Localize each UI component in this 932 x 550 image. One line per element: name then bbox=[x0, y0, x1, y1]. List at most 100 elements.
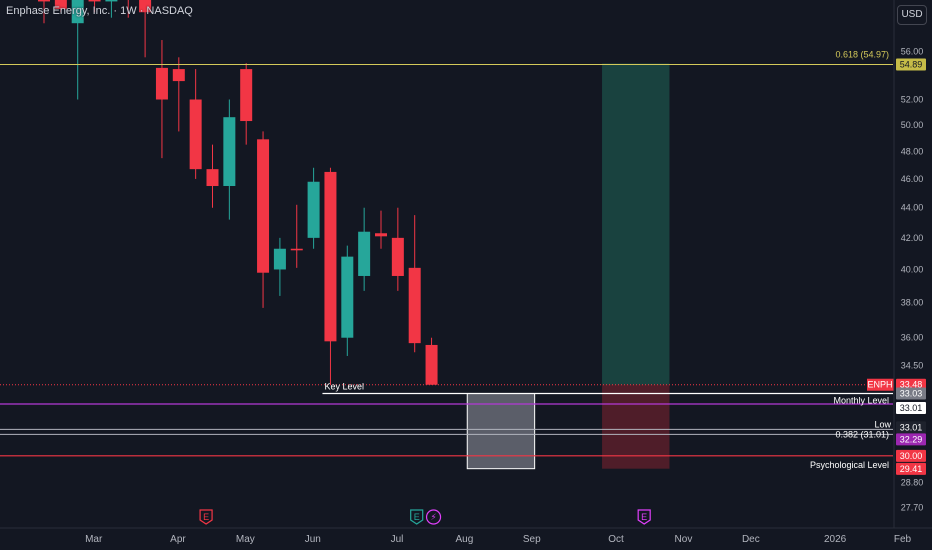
candle bbox=[155, 40, 168, 159]
y-tick-label: 52.00 bbox=[901, 95, 924, 105]
candle-body bbox=[273, 248, 286, 270]
low-label: Low bbox=[874, 419, 891, 429]
candle bbox=[240, 63, 253, 145]
candle-body bbox=[88, 0, 101, 2]
x-tick-label: 2026 bbox=[824, 534, 847, 545]
candle-body bbox=[155, 67, 168, 100]
candle bbox=[127, 0, 129, 18]
psychological-level-tag-label: 30.00 bbox=[900, 451, 923, 461]
candle-body bbox=[341, 256, 354, 338]
key-level-label: Key Level bbox=[324, 381, 364, 391]
candle bbox=[358, 207, 371, 291]
candle bbox=[38, 0, 50, 24]
y-tick-label: 48.00 bbox=[901, 146, 924, 156]
svg-text:E: E bbox=[203, 512, 209, 522]
candle bbox=[189, 69, 202, 179]
candle-body bbox=[391, 237, 404, 276]
candle-body bbox=[257, 139, 270, 273]
x-tick-label: Jun bbox=[305, 534, 321, 545]
candle-body bbox=[307, 181, 320, 238]
candle-body bbox=[290, 248, 303, 251]
psychological-level-2-tag-label: 29.41 bbox=[900, 464, 923, 474]
candle bbox=[88, 0, 101, 13]
fib-0382-tag-label: 32.29 bbox=[900, 434, 923, 444]
candle-body bbox=[172, 69, 185, 82]
candle-body bbox=[105, 0, 118, 2]
x-tick-label: Sep bbox=[523, 534, 541, 545]
candle-body bbox=[206, 169, 219, 187]
key-level-tag bbox=[896, 387, 926, 400]
candle-body bbox=[240, 69, 253, 122]
svg-text:E: E bbox=[414, 512, 420, 522]
candle-body bbox=[38, 0, 50, 2]
currency-button[interactable]: USD bbox=[897, 5, 927, 25]
x-tick-label: Feb bbox=[894, 534, 912, 545]
y-tick-label: 36.00 bbox=[901, 333, 924, 343]
x-tick-label: Apr bbox=[170, 534, 186, 545]
low-tag bbox=[896, 421, 926, 434]
candle bbox=[139, 0, 152, 58]
x-tick-label: Nov bbox=[675, 534, 693, 545]
candle-body bbox=[139, 0, 152, 13]
svg-text:E: E bbox=[641, 512, 647, 522]
svg-text:⚡: ⚡ bbox=[430, 512, 436, 522]
candle-body bbox=[408, 267, 421, 344]
candle-body bbox=[71, 0, 84, 24]
fib-0618-tag-label: 54.89 bbox=[900, 59, 923, 69]
candle-body bbox=[223, 117, 236, 187]
y-tick-label: 34.50 bbox=[901, 360, 924, 370]
candle bbox=[172, 57, 185, 132]
candle bbox=[375, 210, 387, 249]
chart-title: Enphase Energy, Inc. · 1W · NASDAQ bbox=[6, 5, 193, 17]
y-tick-label: 42.00 bbox=[901, 233, 924, 243]
candle-body bbox=[54, 0, 67, 9]
low-tag-label: 33.01 bbox=[900, 422, 923, 432]
candle-body bbox=[375, 233, 387, 237]
last-price-tag-label: 33.48 bbox=[900, 380, 923, 390]
psychological-level-tag bbox=[896, 449, 926, 462]
y-tick-label: 38.00 bbox=[901, 298, 924, 308]
x-tick-label: Mar bbox=[85, 534, 103, 545]
candle bbox=[391, 207, 404, 291]
y-tick-label: 27.70 bbox=[901, 503, 924, 513]
candle bbox=[223, 99, 236, 220]
x-tick-label: Oct bbox=[608, 534, 624, 545]
y-tick-label: 56.00 bbox=[901, 47, 924, 57]
fib-0618-tag bbox=[896, 58, 926, 71]
y-tick-label: 28.80 bbox=[901, 477, 924, 487]
candle bbox=[425, 337, 438, 385]
y-tick-label: 40.00 bbox=[901, 264, 924, 274]
candle-body bbox=[358, 231, 371, 276]
fib-0382-label: 0.382 (31.01) bbox=[835, 429, 889, 439]
long-stop-zone bbox=[602, 384, 670, 469]
candle-body bbox=[324, 171, 337, 342]
psychological-level-label: Psychological Level bbox=[810, 460, 889, 470]
monthly-level-tag bbox=[896, 401, 926, 414]
earnings-event-icon: E bbox=[637, 509, 651, 525]
candle bbox=[290, 204, 303, 268]
symbol-tag bbox=[867, 378, 894, 391]
candle-body bbox=[425, 344, 438, 385]
key-level-tag-label: 33.03 bbox=[900, 388, 923, 398]
consolidation-box bbox=[466, 392, 536, 470]
long-target-zone bbox=[602, 63, 670, 385]
candle bbox=[341, 245, 354, 356]
fib-0618-label: 0.618 (54.97) bbox=[835, 49, 889, 59]
y-tick-label: 44.00 bbox=[901, 203, 924, 213]
x-tick-label: Dec bbox=[742, 534, 760, 545]
split-event-icon: ⚡ bbox=[425, 509, 442, 525]
candle-body bbox=[189, 99, 202, 170]
candle bbox=[105, 0, 118, 18]
fib-0382-tag bbox=[896, 433, 926, 446]
symbol-tag-label: ENPH bbox=[867, 380, 892, 390]
earnings-event-icon: E bbox=[410, 509, 424, 525]
monthly-level-label: Monthly Level bbox=[833, 395, 889, 405]
x-tick-label: Jul bbox=[391, 534, 404, 545]
y-tick-label: 50.00 bbox=[901, 120, 924, 130]
candle bbox=[324, 167, 337, 385]
x-tick-label: May bbox=[236, 534, 255, 545]
candle bbox=[273, 237, 286, 296]
psychological-level-2-tag bbox=[896, 462, 926, 475]
monthly-level-tag-label: 33.01 bbox=[900, 403, 923, 413]
